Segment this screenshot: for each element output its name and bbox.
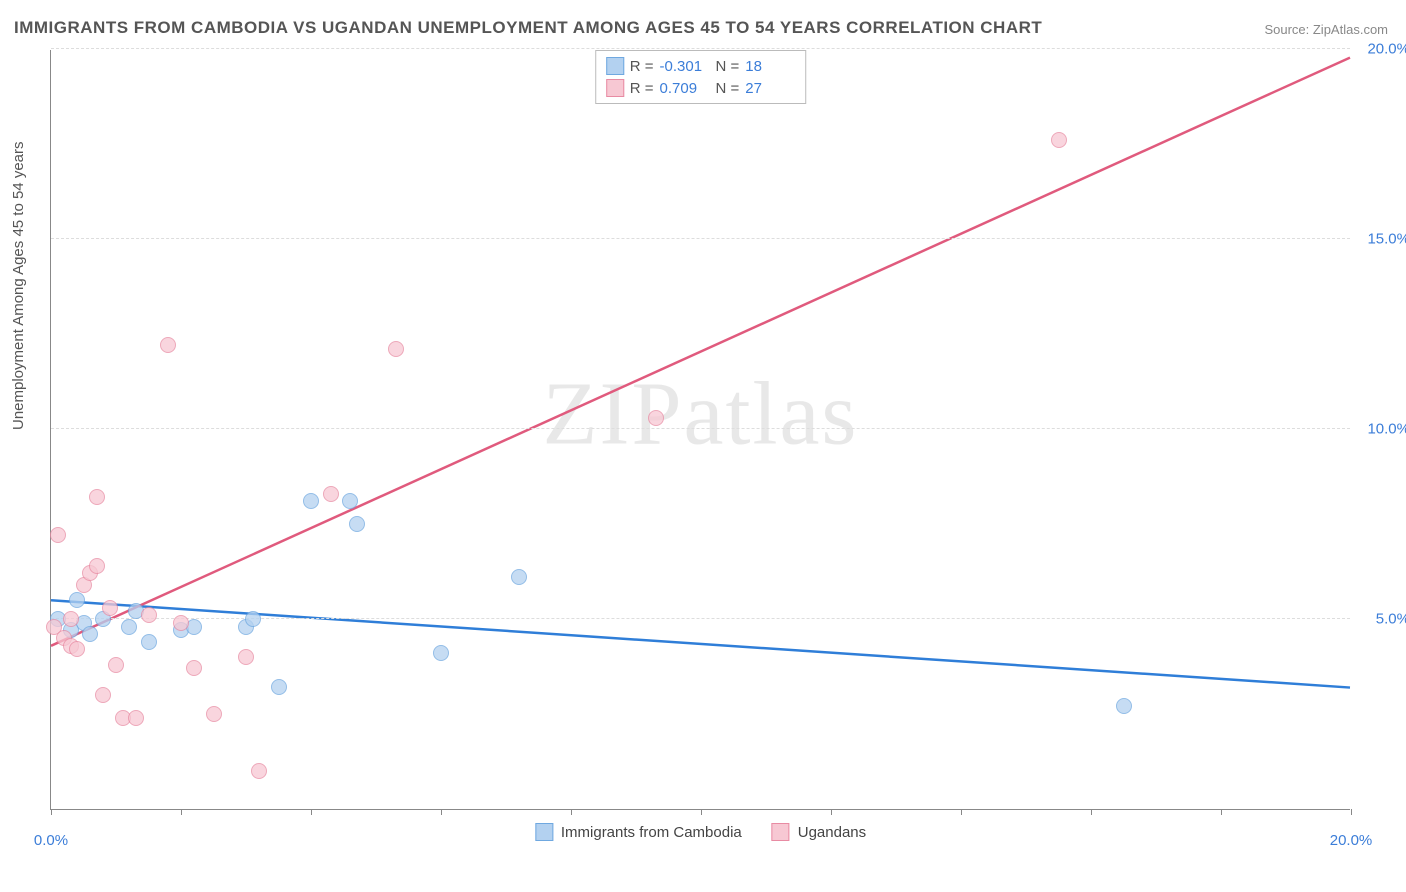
scatter-point: [511, 569, 527, 585]
scatter-point: [141, 607, 157, 623]
legend-swatch: [772, 823, 790, 841]
scatter-point: [251, 763, 267, 779]
scatter-point: [108, 657, 124, 673]
legend-series-item: Immigrants from Cambodia: [535, 823, 742, 841]
x-tick: [1221, 809, 1222, 815]
scatter-point: [63, 611, 79, 627]
scatter-point: [303, 493, 319, 509]
gridline: [51, 238, 1350, 239]
scatter-point: [186, 660, 202, 676]
plot-area: ZIPatlas R =-0.301N =18R =0.709N =27 Imm…: [50, 50, 1350, 810]
n-label: N =: [716, 58, 740, 75]
x-tick: [1351, 809, 1352, 815]
scatter-point: [323, 486, 339, 502]
scatter-point: [342, 493, 358, 509]
scatter-point: [50, 527, 66, 543]
trend-line: [51, 58, 1350, 646]
scatter-point: [160, 337, 176, 353]
scatter-point: [238, 649, 254, 665]
x-tick: [831, 809, 832, 815]
y-tick-label: 15.0%: [1360, 231, 1406, 248]
y-tick-label: 5.0%: [1360, 611, 1406, 628]
legend-series: Immigrants from Cambodia Ugandans: [535, 823, 866, 841]
scatter-point: [349, 516, 365, 532]
legend-series-label: Ugandans: [798, 824, 866, 841]
legend-swatch: [535, 823, 553, 841]
scatter-point: [69, 641, 85, 657]
y-tick-label: 10.0%: [1360, 421, 1406, 438]
gridline: [51, 48, 1350, 49]
n-value: 27: [745, 80, 795, 97]
x-tick-label: 0.0%: [34, 832, 68, 849]
legend-swatch: [606, 57, 624, 75]
scatter-point: [82, 626, 98, 642]
scatter-point: [89, 558, 105, 574]
scatter-point: [648, 410, 664, 426]
x-tick-label: 20.0%: [1330, 832, 1373, 849]
chart-title: IMMIGRANTS FROM CAMBODIA VS UGANDAN UNEM…: [14, 18, 1042, 38]
scatter-point: [245, 611, 261, 627]
x-tick: [311, 809, 312, 815]
scatter-point: [121, 619, 137, 635]
scatter-point: [206, 706, 222, 722]
x-tick: [961, 809, 962, 815]
x-tick: [441, 809, 442, 815]
legend-series-item: Ugandans: [772, 823, 866, 841]
r-value: 0.709: [660, 80, 710, 97]
scatter-point: [173, 615, 189, 631]
y-axis-label: Unemployment Among Ages 45 to 54 years: [10, 141, 27, 430]
source-label: Source: ZipAtlas.com: [1264, 22, 1388, 37]
scatter-point: [433, 645, 449, 661]
scatter-point: [1051, 132, 1067, 148]
x-tick: [701, 809, 702, 815]
x-tick: [571, 809, 572, 815]
r-value: -0.301: [660, 58, 710, 75]
n-value: 18: [745, 58, 795, 75]
legend-stat-row: R = -0.301 N = 18: [606, 55, 796, 77]
legend-stats: R = -0.301 N = 18 R = 0.709 N = 27: [595, 50, 807, 104]
x-tick: [181, 809, 182, 815]
scatter-point: [128, 710, 144, 726]
y-tick-label: 20.0%: [1360, 41, 1406, 58]
legend-series-label: Immigrants from Cambodia: [561, 824, 742, 841]
scatter-point: [69, 592, 85, 608]
scatter-point: [89, 489, 105, 505]
x-tick: [51, 809, 52, 815]
scatter-point: [102, 600, 118, 616]
r-label: R =: [630, 80, 654, 97]
legend-stat-row: R = 0.709 N = 27: [606, 77, 796, 99]
gridline: [51, 428, 1350, 429]
n-label: N =: [716, 80, 740, 97]
scatter-point: [271, 679, 287, 695]
trend-lines-layer: [51, 50, 1350, 809]
x-tick: [1091, 809, 1092, 815]
r-label: R =: [630, 58, 654, 75]
scatter-point: [1116, 698, 1132, 714]
legend-swatch: [606, 79, 624, 97]
scatter-point: [388, 341, 404, 357]
scatter-point: [141, 634, 157, 650]
scatter-point: [95, 687, 111, 703]
